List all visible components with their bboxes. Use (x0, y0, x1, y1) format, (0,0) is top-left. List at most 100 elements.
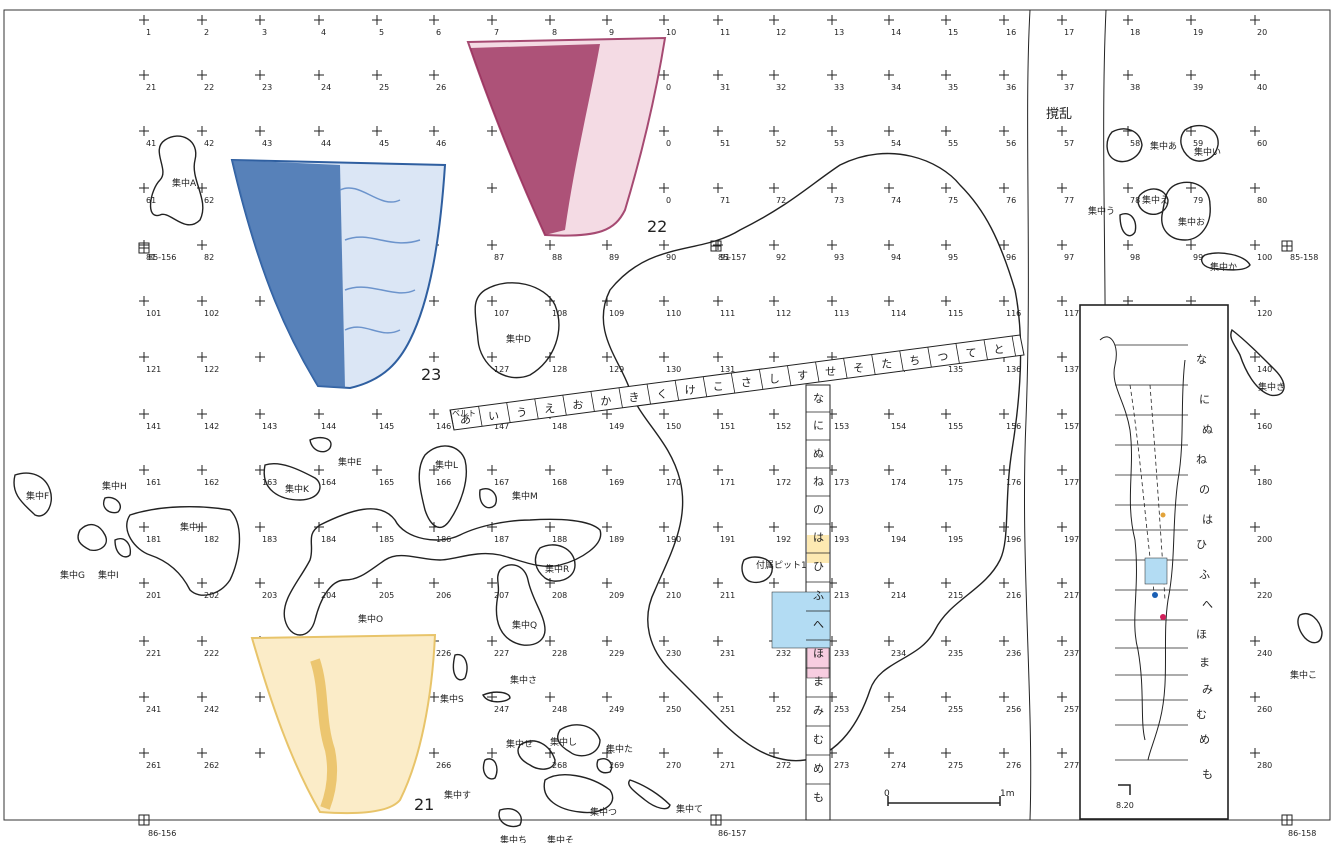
reference-label: 85-158 (1290, 253, 1318, 262)
grid-number: 25 (379, 83, 389, 92)
grid-number: 148 (552, 422, 567, 431)
grid-number: 156 (1006, 422, 1021, 431)
grid-number: 220 (1257, 591, 1272, 600)
belt-kana: つ (937, 350, 948, 363)
grid-number: 251 (720, 705, 735, 714)
grid-number: 112 (776, 309, 791, 318)
belt-label: ベルト (452, 409, 476, 418)
belt-kana: こ (713, 380, 724, 393)
grid-number: 255 (948, 705, 963, 714)
grid-number: 11 (720, 28, 730, 37)
grid-number: 260 (1257, 705, 1272, 714)
reference-label: 86-157 (718, 829, 746, 838)
inset-kana: の (1199, 483, 1210, 496)
grid-number: 188 (552, 535, 567, 544)
grid-number: 2 (204, 28, 209, 37)
grid-number: 110 (666, 309, 681, 318)
grid-number: 72 (776, 196, 786, 205)
inset-kana: な (1196, 353, 1207, 366)
grid-number: 171 (720, 478, 735, 487)
outline-q (495, 564, 546, 646)
belt-kana: い (488, 409, 499, 422)
belt-vertical (771, 384, 831, 821)
reference-label: 86-156 (148, 829, 176, 838)
grid-number: 241 (146, 705, 161, 714)
grid-number: 120 (1257, 309, 1272, 318)
grid-number: 157 (1064, 422, 1079, 431)
outline-tsu (543, 774, 614, 814)
inset-kana: に (1199, 393, 1210, 406)
grid-number: 62 (204, 196, 214, 205)
concentration-label: 集中え (1142, 194, 1169, 206)
grid-number: 71 (720, 196, 730, 205)
concentration-label: 集中K (285, 483, 310, 495)
outline-chi (498, 808, 522, 828)
grid-number: 150 (666, 422, 681, 431)
vertical-belt-kana: も (813, 791, 824, 804)
grid-number: 144 (321, 422, 336, 431)
inset-kana: ひ (1196, 538, 1207, 551)
grid-number: 114 (891, 309, 906, 318)
belt-kana: て (965, 347, 976, 360)
grid-number: 88 (552, 253, 562, 262)
grid-number: 169 (609, 478, 624, 487)
grid-number: 232 (776, 649, 791, 658)
grid-number: 166 (436, 478, 451, 487)
vertical-belt-kana: へ (813, 618, 824, 631)
grid-number: 275 (948, 761, 963, 770)
grid-number: 42 (204, 139, 214, 148)
grid-number: 100 (1257, 253, 1272, 262)
grid-number: 201 (146, 591, 161, 600)
outline-d (474, 282, 560, 379)
vertical-belt-kana: ほ (813, 647, 824, 660)
grid-number: 170 (666, 478, 681, 487)
grid-number: 210 (666, 591, 681, 600)
inset-kana: み (1202, 683, 1213, 696)
grid-number: 101 (146, 309, 161, 318)
vertical-belt-kana: む (813, 733, 824, 746)
grid-number: 185 (379, 535, 394, 544)
concentration-label: 集中そ (547, 834, 574, 843)
concentration-label: 集中Q (512, 619, 537, 631)
grid-number: 262 (204, 761, 219, 770)
pit-1-outline (741, 556, 773, 584)
belt-kana: す (797, 369, 808, 382)
grid-number: 193 (834, 535, 849, 544)
grid-number: 131 (720, 365, 735, 374)
grid-number: 155 (948, 422, 963, 431)
grid-number: 39 (1193, 83, 1203, 92)
grid-number: 236 (1006, 649, 1021, 658)
outline-h (103, 496, 122, 514)
vertical-belt-kana: に (813, 419, 824, 432)
reference-label: 85-156 (148, 253, 176, 262)
grid-number: 154 (891, 422, 906, 431)
grid-number: 269 (609, 761, 624, 770)
inset-section (1079, 304, 1229, 820)
grid-number: 226 (436, 649, 451, 658)
belt-kana: く (657, 387, 668, 400)
vertical-belt-kana: ひ (813, 560, 824, 573)
grid-number: 217 (1064, 591, 1079, 600)
vertical-belt-kana: は (813, 531, 824, 544)
concentration-label: 集中O (358, 613, 383, 625)
vertical-belt-kana: ふ (813, 589, 824, 602)
belt-kana: お (572, 398, 583, 411)
outline-ka (1201, 252, 1251, 271)
outline-sa (482, 691, 511, 703)
grid-number: 280 (1257, 761, 1272, 770)
grid-number: 44 (321, 139, 331, 148)
highlight-pink (806, 647, 830, 679)
grid-number: 40 (1257, 83, 1267, 92)
grid-number: 7 (494, 28, 499, 37)
vertical-belt-kana: め (813, 762, 824, 775)
inset-kana: ぬ (1202, 423, 1213, 436)
outline-l (418, 445, 467, 529)
concentration-label: 集中E (338, 456, 362, 468)
grid-number: 227 (494, 649, 509, 658)
grid-number: 135 (948, 365, 963, 374)
grid-number: 235 (948, 649, 963, 658)
reference-points: 85-156 85-157 85-158 86-156 86-157 86-158 (138, 240, 1318, 838)
vertical-belt-kana: の (813, 503, 824, 516)
grid-number: 51 (720, 139, 730, 148)
disturbance-label: 撹乱 (1046, 107, 1072, 122)
